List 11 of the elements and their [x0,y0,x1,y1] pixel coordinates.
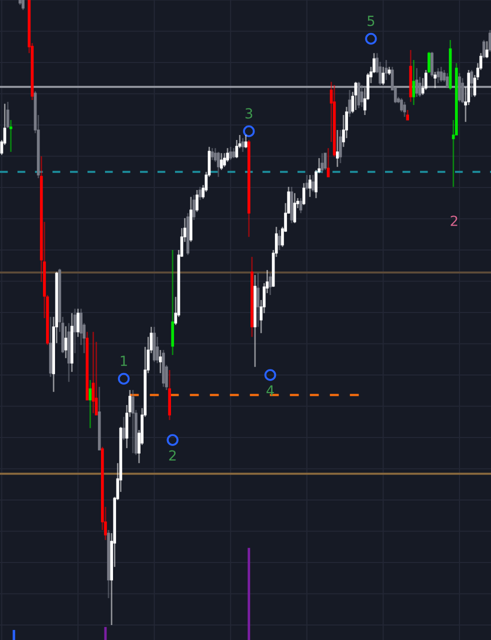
point [243,125,255,138]
series-label: 5 [368,16,374,26]
point [118,372,130,385]
point [264,369,276,381]
series-label: 2 [169,450,176,460]
series-label: 1 [120,356,127,366]
point [365,32,377,45]
annotation: 2 [450,216,458,226]
series-label: 4 [266,385,274,396]
series-label: 3 [246,108,252,119]
point [166,434,178,446]
